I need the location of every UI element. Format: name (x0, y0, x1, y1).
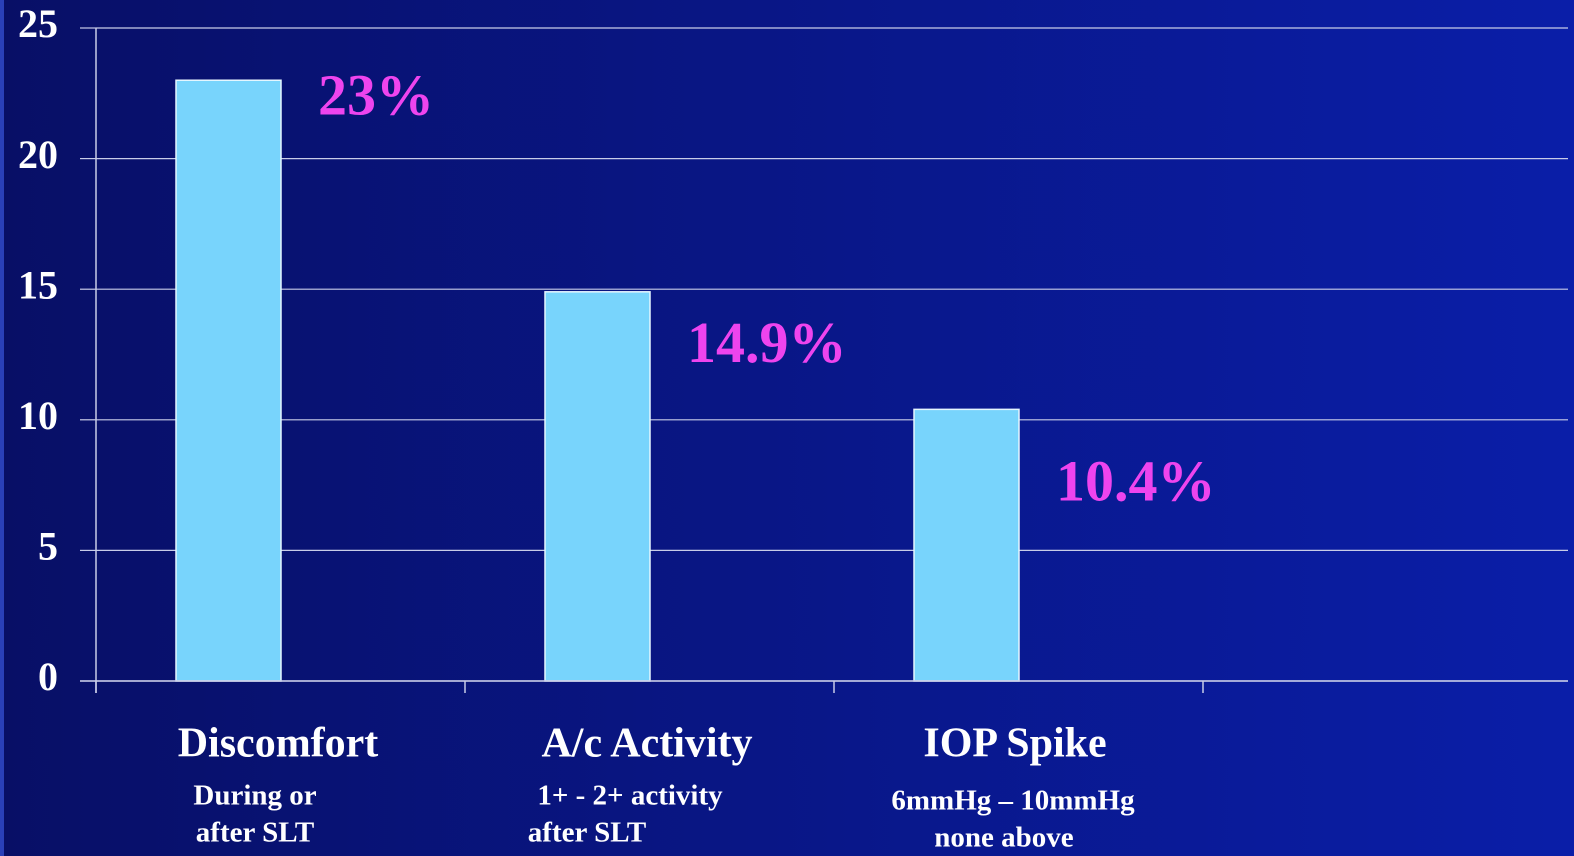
x-tick-label: IOP Spike (923, 721, 1106, 767)
bar (175, 79, 282, 682)
y-tick-label: 10 (18, 393, 58, 438)
bar (544, 291, 651, 682)
y-tick-label: 5 (38, 524, 58, 569)
bar (913, 408, 1020, 682)
y-tick-label: 15 (18, 262, 58, 307)
category-note: after SLT (196, 817, 314, 849)
value-label: 10.4% (1056, 449, 1216, 514)
category-note: none above (934, 822, 1074, 854)
edge (0, 0, 4, 856)
y-tick-label: 0 (38, 654, 58, 699)
category-note: 6mmHg – 10mmHg (891, 785, 1135, 817)
value-label: 23% (318, 63, 434, 128)
y-tick-label: 25 (18, 1, 58, 46)
y-tick-label: 20 (18, 132, 58, 177)
category-note: after SLT (528, 817, 646, 849)
category-note: 1+ - 2+ activity (537, 780, 723, 812)
x-tick-label: A/c Activity (541, 721, 752, 767)
x-tick-label: Discomfort (178, 721, 379, 767)
category-note: During or (193, 780, 316, 812)
value-label: 14.9% (687, 310, 847, 375)
